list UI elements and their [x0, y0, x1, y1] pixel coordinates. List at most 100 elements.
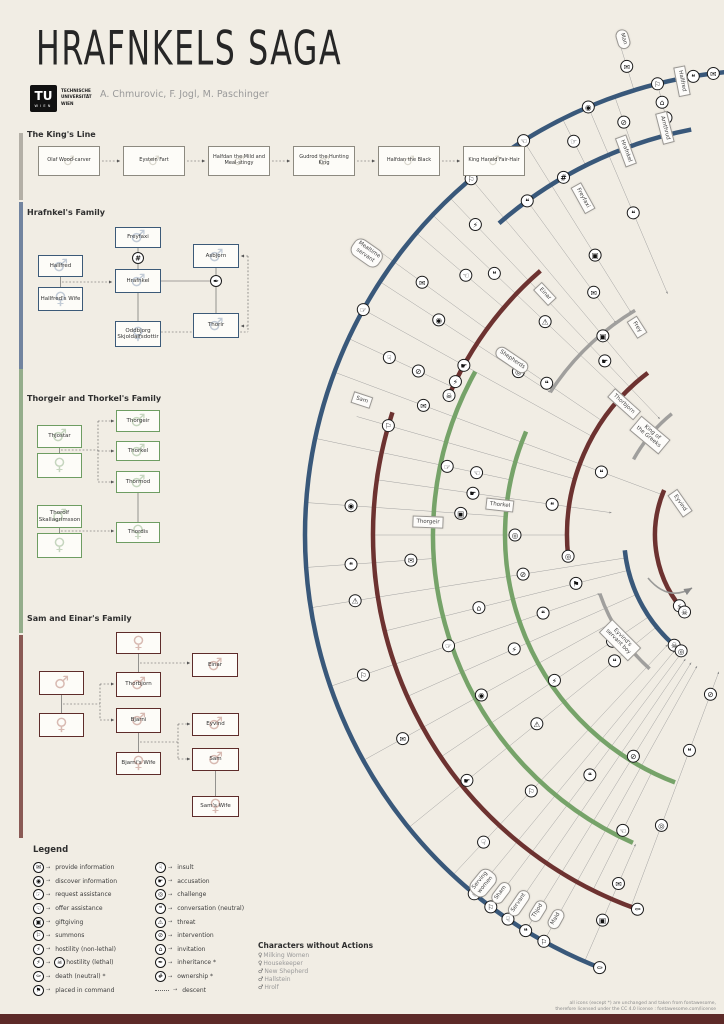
action-icon-hostilityNL: ⚡: [547, 673, 561, 687]
svg-text:⚡: ⚡: [473, 221, 478, 230]
legend-row-discover-information: ◉ → discover information: [33, 875, 117, 889]
svg-text:☟: ☟: [387, 354, 392, 363]
action-icon-challenge: ◎: [674, 644, 688, 658]
svg-text:❝: ❝: [545, 379, 549, 388]
svg-text:❝: ❝: [588, 771, 592, 780]
time-direction-arrow: [647, 577, 693, 596]
interaction-line: [523, 140, 632, 313]
interaction-line: [507, 658, 686, 920]
person-name: Halfdan the Mild and Meal-stingy: [212, 154, 266, 166]
action-icon-threat: ⚠: [538, 315, 552, 329]
arc-frey: [548, 308, 636, 394]
svg-text:▣: ▣: [457, 509, 464, 518]
legend-label: offer assistance: [55, 905, 103, 913]
svg-text:◉: ◉: [348, 502, 355, 511]
svg-text:⚐: ⚐: [654, 80, 661, 89]
conversation-icon: ❝: [155, 903, 166, 915]
action-icon-intervention: ⊘: [411, 364, 425, 378]
person-name: Oddbjorg Skjoldalfsdottir: [117, 327, 159, 340]
legend-label: intervention: [177, 932, 214, 940]
person-box-bjarni: ♂ Bjarni: [116, 708, 161, 733]
arrow-icon: →: [168, 864, 173, 871]
svg-text:✉: ✉: [419, 278, 425, 287]
svg-text:✉: ✉: [400, 735, 406, 744]
arrow-icon: →: [46, 905, 51, 912]
action-icon-discover: ◉: [581, 100, 595, 114]
person-box-thorolf-skallagrimsson: ♂ Thorolf Skallagrimsson: [37, 505, 82, 528]
action-icon-insult: ☟: [382, 351, 396, 365]
action-icon-conversation: ❝: [487, 266, 501, 280]
arrow-icon: →: [46, 864, 51, 871]
male-icon: ♂: [258, 984, 264, 991]
action-icon-offer: ☜: [616, 823, 630, 837]
svg-text:⚠: ⚠: [352, 597, 359, 606]
person-name: Olaf Wood-carver: [47, 157, 91, 164]
svg-text:◎: ◎: [512, 531, 519, 540]
svg-text:◎: ◎: [678, 647, 685, 656]
person-box-thorkel: ♂ Thorkel: [116, 441, 160, 461]
interaction-line: [527, 200, 617, 324]
svg-text:⚰: ⚰: [596, 964, 602, 973]
action-icon-threat: ⚠: [530, 717, 544, 731]
interaction-line: [416, 232, 505, 308]
person-name: Thorbjorn: [125, 681, 152, 688]
challenge-icon: ◎: [155, 889, 166, 901]
interaction-line: [525, 662, 692, 931]
action-icon-conversation: ❝: [545, 497, 559, 511]
person-name: Thormod: [125, 478, 151, 485]
legend-row-descent: → descent: [155, 983, 244, 997]
descent-line-icon: [155, 989, 169, 991]
character-name: Hrolf: [264, 984, 279, 991]
action-icon-hostilityNL: ⚡: [448, 375, 462, 389]
action-icon-gift: ▣: [596, 913, 610, 927]
svg-text:✉: ✉: [420, 401, 426, 410]
hostilityNL-icon: ⚡: [33, 943, 44, 955]
arc-thorgeir: [430, 370, 634, 845]
legend-title: Legend: [33, 845, 69, 855]
action-icon-challenge: ◎: [561, 549, 575, 563]
female-icon: ♀: [53, 455, 66, 475]
inheritance-icon: ✒: [155, 957, 166, 969]
svg-text:☠: ☠: [446, 391, 453, 400]
person-name: Thorkel: [127, 447, 149, 454]
legend-label: insult: [177, 864, 194, 872]
no-action-character-milking-women: ♀Milking Women: [258, 952, 373, 960]
action-icon-command: ⚑: [569, 576, 583, 590]
king-box-halfdan-the-black: ♂ Halfdan the Black: [378, 146, 440, 176]
svg-text:✉: ✉: [591, 288, 597, 297]
svg-text:⚐: ⚐: [540, 937, 547, 946]
person-box-thorbjorn: ♂ Thorbjorn: [116, 672, 161, 697]
svg-text:✉: ✉: [408, 556, 414, 565]
svg-text:☞: ☞: [360, 306, 367, 315]
svg-text:✉: ✉: [615, 879, 621, 888]
strip-kings-line: [19, 133, 23, 200]
no-action-character-new-shepherd: ♂New Shepherd: [258, 968, 373, 976]
no-action-character-hallstein: ♂Hallstein: [258, 976, 373, 984]
characters-without-actions-title: Characters without Actions: [258, 941, 374, 950]
action-icon-invitation: ⌂: [472, 601, 486, 615]
svg-text:⊘: ⊘: [621, 118, 627, 127]
svg-text:▣: ▣: [599, 332, 606, 341]
accusation-icon: ☛: [155, 875, 166, 887]
interaction-line: [310, 557, 626, 608]
icon-attribution: all icons (except *) are unchanged and t…: [555, 1001, 716, 1014]
arrow-icon: →: [168, 905, 173, 912]
svg-text:⚐: ⚐: [528, 787, 535, 796]
person-name: Thorgeir: [126, 417, 150, 424]
action-icon-accusation: ☛: [598, 354, 612, 368]
person-name: Thordis: [127, 529, 149, 536]
interaction-line: [630, 671, 720, 907]
arrow-icon: →: [46, 919, 51, 926]
institution-line: UNIVERSITÄT: [61, 94, 92, 100]
svg-text:⚐: ⚐: [487, 903, 494, 912]
svg-text:#: #: [560, 173, 566, 182]
logo-wien-text: WIEN: [34, 103, 53, 108]
svg-text:✒: ✒: [213, 278, 219, 286]
action-icon-inheritance: ✒: [210, 275, 222, 287]
action-icon-summons: ⚐: [537, 934, 551, 948]
legend-label: placed in command: [55, 986, 115, 994]
svg-text:☟: ☟: [506, 915, 511, 924]
action-icon-offer: ☜: [459, 268, 473, 282]
action-icon-conversation: ❝: [594, 465, 608, 479]
action-icon-ownership: #: [132, 252, 144, 264]
